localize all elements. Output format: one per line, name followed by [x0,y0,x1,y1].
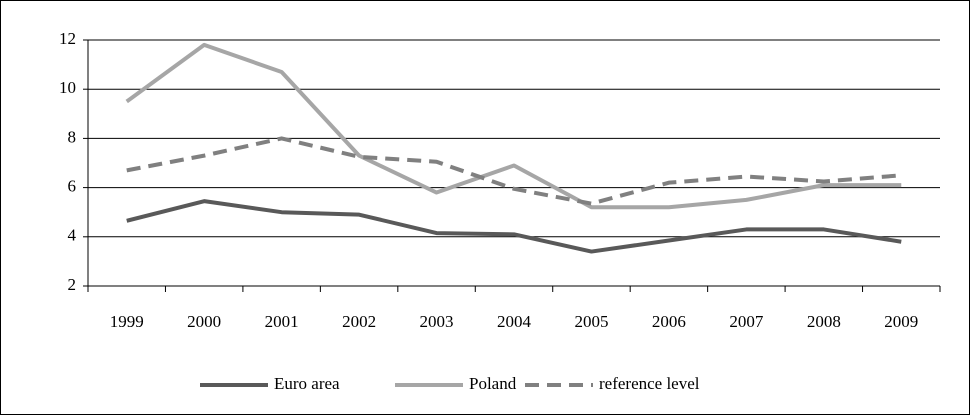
x-tick-label: 1999 [110,312,144,331]
y-tick-label: 2 [68,275,77,294]
x-tick-label: 2008 [807,312,841,331]
legend-label: Euro area [274,374,340,393]
y-tick-label: 4 [68,226,77,245]
x-tick-label: 2001 [265,312,299,331]
legend-label: reference level [599,374,700,393]
x-tick-label: 2000 [187,312,221,331]
legend-label: Poland [469,374,517,393]
x-tick-label: 2007 [729,312,764,331]
line-series [125,42,902,210]
line-series [126,136,902,206]
x-tick-label: 2003 [420,312,454,331]
x-tick-label: 2004 [497,312,532,331]
y-tick-label: 12 [59,29,76,48]
x-tick-label: 2009 [884,312,918,331]
y-tick-label: 10 [59,78,76,97]
line-series [126,199,902,254]
x-tick-label: 2005 [574,312,608,331]
y-tick-label: 8 [68,127,77,146]
x-tick-label: 2006 [652,312,686,331]
y-tick-label: 6 [68,177,77,196]
x-tick-label: 2002 [342,312,376,331]
